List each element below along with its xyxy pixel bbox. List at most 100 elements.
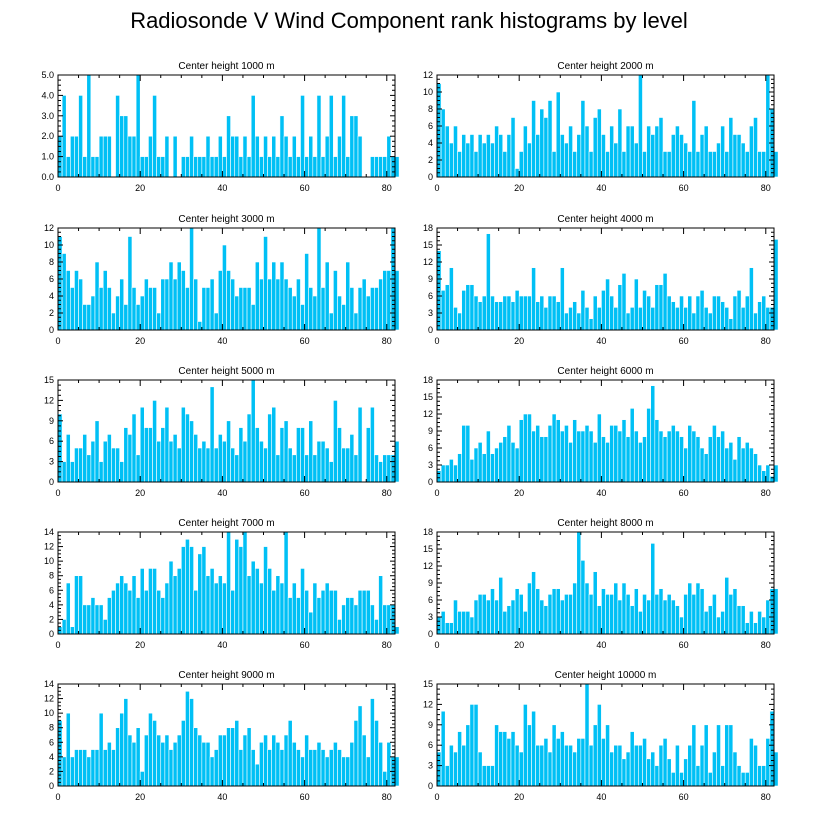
histogram-bar xyxy=(259,582,264,635)
histogram-bar xyxy=(720,765,725,787)
histogram-bar xyxy=(716,295,721,331)
histogram-bar xyxy=(82,156,88,178)
histogram-bar xyxy=(572,151,578,178)
histogram-bar xyxy=(370,698,375,787)
histogram-bar xyxy=(148,135,153,178)
x-tick-label: 20 xyxy=(135,336,145,346)
histogram-bar xyxy=(250,749,256,787)
y-tick-label: 0 xyxy=(428,325,433,335)
histogram-bar xyxy=(180,720,186,787)
histogram-bar xyxy=(695,582,701,635)
histogram-bar xyxy=(592,117,598,178)
histogram-bar xyxy=(531,430,536,483)
histogram-bar xyxy=(736,765,742,787)
histogram-bar xyxy=(370,287,375,331)
y-tick-label: 10 xyxy=(44,556,54,566)
histogram-bar xyxy=(374,287,379,331)
y-tick-label: 12 xyxy=(44,223,54,233)
y-tick-label: 8 xyxy=(49,257,54,267)
histogram-bar xyxy=(568,744,573,787)
histogram-bar xyxy=(345,756,351,787)
y-tick-label: 15 xyxy=(44,375,54,385)
histogram-bar xyxy=(283,734,289,787)
histogram-bar xyxy=(769,476,775,483)
histogram-bar xyxy=(675,125,680,178)
y-tick-label: 6 xyxy=(428,443,433,453)
histogram-bar xyxy=(744,295,750,331)
histogram-bar xyxy=(94,604,100,635)
histogram-bar xyxy=(189,227,194,331)
histogram-bar xyxy=(361,734,367,787)
histogram-bar xyxy=(94,749,100,787)
histogram-bar xyxy=(304,454,309,483)
histogram-bar xyxy=(230,447,236,483)
histogram-bar xyxy=(234,135,240,178)
histogram-bar xyxy=(234,538,240,635)
histogram-bar xyxy=(168,440,174,483)
histogram-bar xyxy=(720,301,725,331)
histogram-bar xyxy=(601,290,606,331)
histogram-bar xyxy=(518,594,524,635)
histogram-bar xyxy=(168,749,174,787)
x-tick-label: 20 xyxy=(514,488,524,498)
histogram-bar xyxy=(675,430,680,483)
histogram-bar xyxy=(86,304,92,331)
histogram-bar xyxy=(345,447,351,483)
x-tick-label: 60 xyxy=(300,488,310,498)
histogram-bar xyxy=(444,125,450,178)
histogram-bar xyxy=(510,117,516,178)
histogram-bar xyxy=(254,763,260,787)
histogram-bar xyxy=(107,135,112,178)
histogram-bar xyxy=(131,575,137,635)
histogram-bar xyxy=(279,261,285,331)
histogram-bar xyxy=(461,290,467,331)
histogram-bar xyxy=(535,744,541,787)
histogram-bar xyxy=(724,447,730,483)
histogram-bar xyxy=(625,594,631,635)
histogram-bar xyxy=(279,115,285,178)
histogram-bar xyxy=(646,408,652,483)
histogram-bar xyxy=(144,156,149,178)
histogram-bar xyxy=(461,744,467,787)
histogram-bar xyxy=(135,454,141,483)
histogram-bar xyxy=(180,406,186,483)
histogram-bar xyxy=(70,461,75,483)
histogram-bar xyxy=(341,304,346,331)
histogram-bar xyxy=(572,582,578,635)
histogram-bar xyxy=(226,270,231,331)
histogram-bar xyxy=(341,95,346,178)
histogram-bar xyxy=(744,151,750,178)
histogram-bar xyxy=(514,588,520,635)
x-tick-label: 20 xyxy=(135,183,145,193)
histogram-bar xyxy=(584,582,590,635)
histogram-bar xyxy=(453,751,458,787)
histogram-bar xyxy=(773,751,779,787)
histogram-bar xyxy=(716,724,721,787)
histogram-bar xyxy=(506,295,512,331)
histogram-bar xyxy=(222,244,227,331)
histogram-bar xyxy=(506,605,512,635)
histogram-bar xyxy=(82,434,88,483)
y-tick-label: 12 xyxy=(423,561,433,571)
histogram-bar xyxy=(65,156,71,178)
histogram-bar xyxy=(250,95,256,178)
histogram-bar xyxy=(518,295,524,331)
histogram-bar xyxy=(111,312,116,331)
histogram-bar xyxy=(580,290,586,331)
histogram-bar xyxy=(345,597,351,635)
histogram-bar xyxy=(349,741,355,787)
histogram-bar xyxy=(382,156,388,178)
histogram-bar xyxy=(736,134,742,178)
histogram-bar xyxy=(481,295,487,331)
histogram-bar xyxy=(576,531,582,635)
histogram-bar xyxy=(185,538,190,635)
histogram-bar xyxy=(596,704,602,787)
histogram-bar xyxy=(300,756,305,787)
histogram-bar xyxy=(744,622,750,635)
histogram-bar xyxy=(732,751,738,787)
histogram-bar xyxy=(238,749,244,787)
histogram-bar xyxy=(123,582,129,635)
histogram-bar xyxy=(473,151,479,178)
histogram-bar xyxy=(131,413,137,483)
